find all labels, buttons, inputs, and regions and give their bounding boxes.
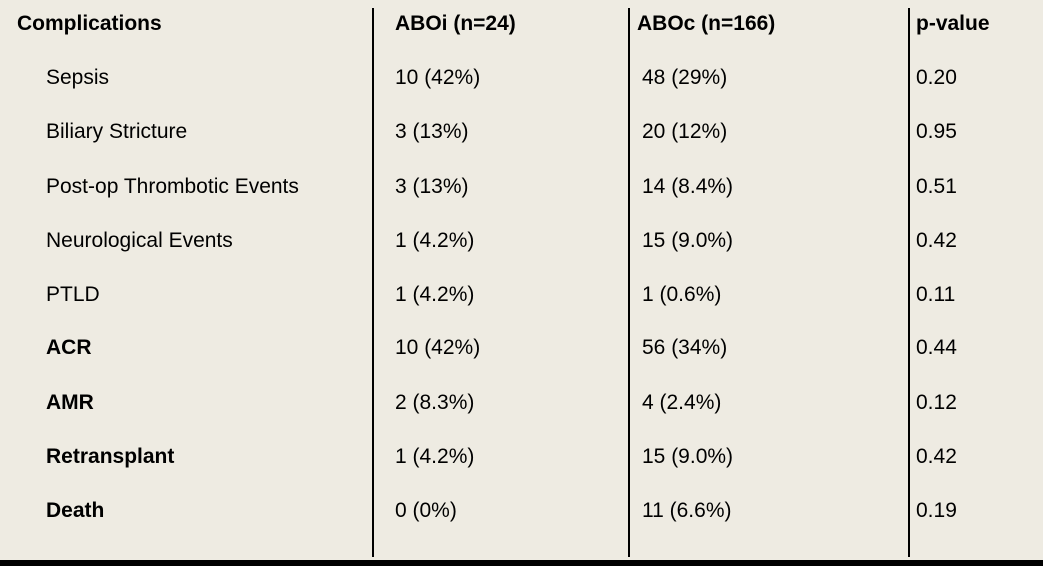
aboi-value: 10 (42%) (395, 66, 481, 89)
table-row: Biliary Stricture 3 (13%) 20 (12%) 0.95 (0, 112, 1043, 152)
aboc-value: 15 (9.0%) (642, 229, 734, 252)
header-p-value: p-value (916, 12, 990, 35)
aboc-value: 11 (6.6%) (642, 499, 732, 522)
table-row: Retransplant 1 (4.2%) 15 (9.0%) 0.42 (0, 437, 1043, 477)
p-value: 0.42 (916, 445, 957, 468)
complication-name: Post-op Thrombotic Events (46, 175, 299, 198)
complication-name: Sepsis (46, 66, 110, 89)
complication-name: AMR (46, 391, 94, 414)
aboi-value: 0 (0%) (395, 499, 457, 522)
table-header-row: Complications ABOi (n=24) ABOc (n=166) p… (0, 4, 1043, 44)
table-row: Death 0 (0%) 11 (6.6%) 0.19 (0, 491, 1043, 531)
aboc-value: 20 (12%) (642, 120, 728, 143)
table-row: Neurological Events 1 (4.2%) 15 (9.0%) 0… (0, 221, 1043, 261)
p-value: 0.44 (916, 336, 957, 359)
aboc-value: 14 (8.4%) (642, 175, 734, 198)
table-row: Post-op Thrombotic Events 3 (13%) 14 (8.… (0, 167, 1043, 207)
header-aboi: ABOi (n=24) (395, 12, 516, 35)
table-row: Sepsis 10 (42%) 48 (29%) 0.20 (0, 58, 1043, 98)
aboi-value: 2 (8.3%) (395, 391, 475, 414)
column-divider-3 (908, 8, 910, 557)
aboi-value: 1 (4.2%) (395, 283, 475, 306)
aboc-value: 1 (0.6%) (642, 283, 722, 306)
complication-name: Death (46, 499, 105, 522)
p-value: 0.20 (916, 66, 957, 89)
aboc-value: 56 (34%) (642, 336, 728, 359)
aboi-value: 1 (4.2%) (395, 445, 475, 468)
header-complications: Complications (17, 12, 162, 35)
p-value: 0.11 (916, 283, 956, 306)
p-value: 0.42 (916, 229, 957, 252)
aboi-value: 3 (13%) (395, 175, 469, 198)
p-value: 0.95 (916, 120, 957, 143)
complication-name: Neurological Events (46, 229, 233, 252)
bottom-border (0, 560, 1043, 566)
table-row: PTLD 1 (4.2%) 1 (0.6%) 0.11 (0, 275, 1043, 315)
p-value: 0.12 (916, 391, 957, 414)
table-row: ACR 10 (42%) 56 (34%) 0.44 (0, 328, 1043, 368)
complication-name: Biliary Stricture (46, 120, 188, 143)
header-aboc: ABOc (n=166) (637, 12, 776, 35)
table-row: AMR 2 (8.3%) 4 (2.4%) 0.12 (0, 383, 1043, 423)
aboi-value: 1 (4.2%) (395, 229, 475, 252)
aboc-value: 15 (9.0%) (642, 445, 734, 468)
p-value: 0.51 (916, 175, 957, 198)
aboc-value: 48 (29%) (642, 66, 728, 89)
aboi-value: 3 (13%) (395, 120, 469, 143)
column-divider-1 (372, 8, 374, 557)
aboc-value: 4 (2.4%) (642, 391, 722, 414)
complication-name: Retransplant (46, 445, 175, 468)
column-divider-2 (628, 8, 630, 557)
p-value: 0.19 (916, 499, 957, 522)
complication-name: PTLD (46, 283, 100, 306)
aboi-value: 10 (42%) (395, 336, 481, 359)
complication-name: ACR (46, 336, 92, 359)
